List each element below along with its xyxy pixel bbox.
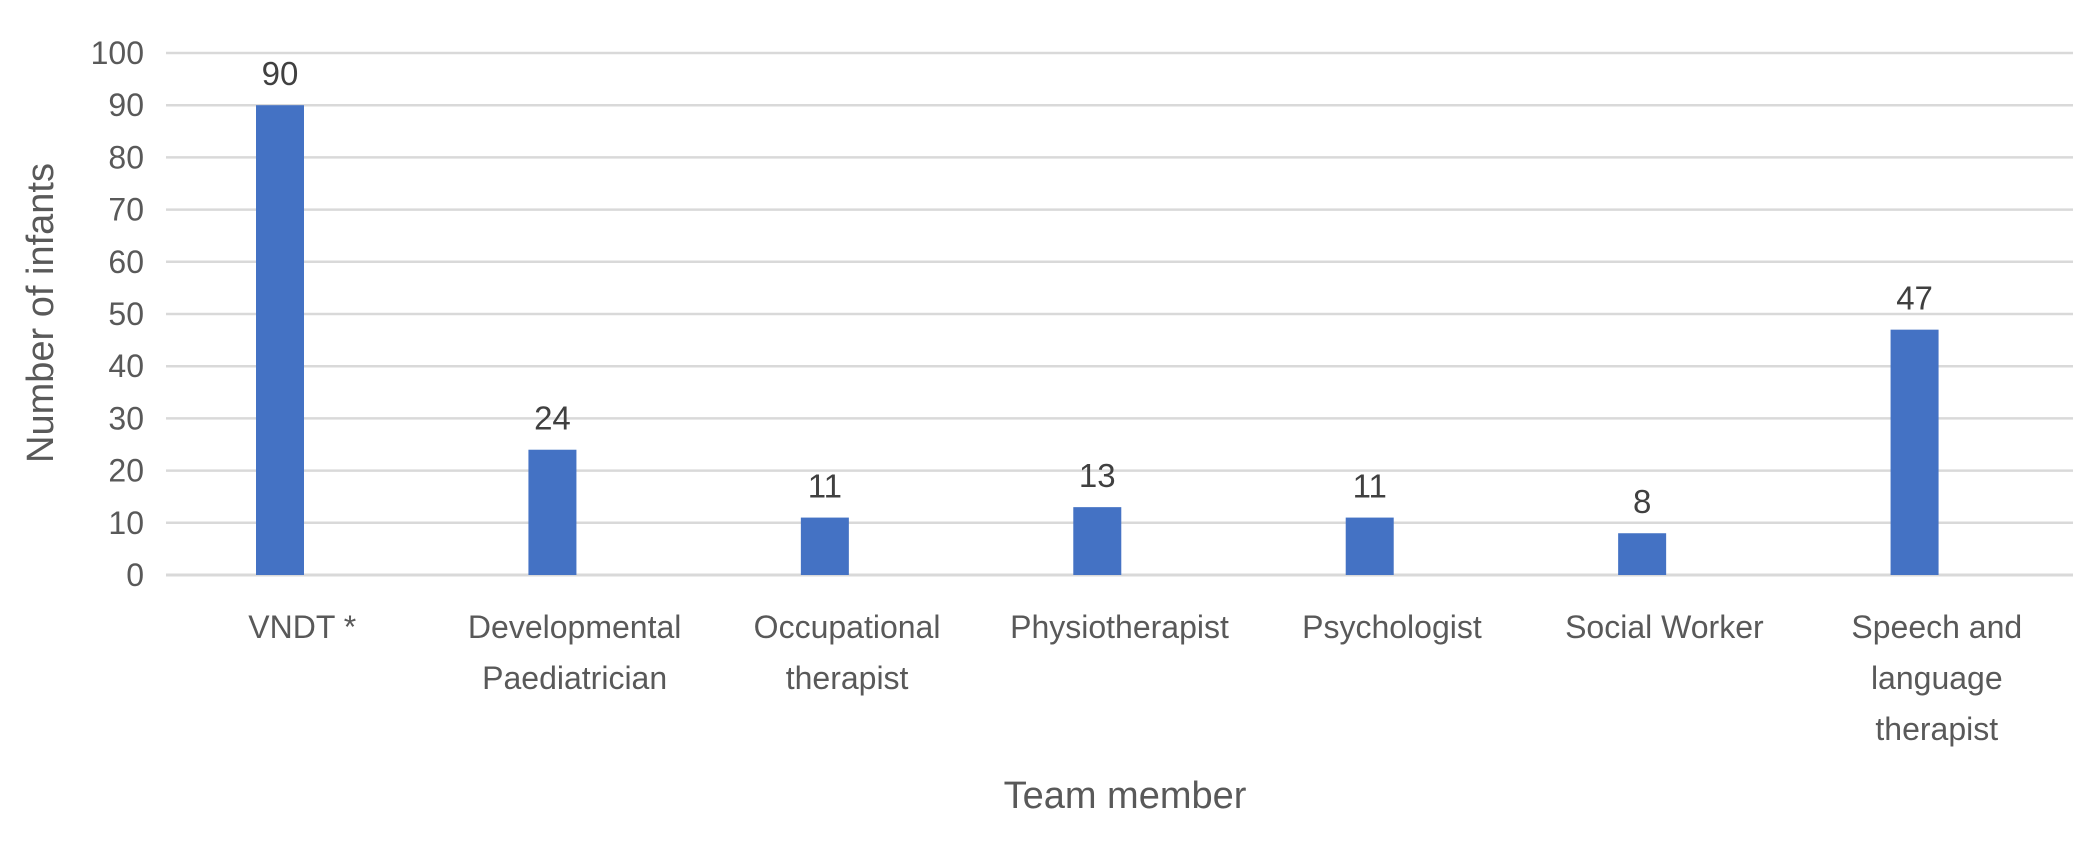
x-category-label: Physiotherapist <box>1010 609 1229 645</box>
bar <box>256 105 304 575</box>
y-tick-label: 100 <box>91 35 144 71</box>
data-label: 11 <box>808 468 842 505</box>
x-category-label: Occupational therapist <box>754 609 941 696</box>
gridlines <box>166 51 2073 577</box>
bar <box>1618 533 1667 575</box>
data-label: 90 <box>262 55 299 92</box>
y-tick-label: 40 <box>108 348 144 384</box>
bar <box>800 517 849 575</box>
data-label: 8 <box>1633 483 1651 520</box>
bar <box>528 449 577 575</box>
y-tick-label: 20 <box>108 453 144 489</box>
y-tick-label: 0 <box>126 557 144 593</box>
x-category-label: VNDT * <box>248 609 356 645</box>
bar <box>1073 507 1122 575</box>
y-tick-label: 50 <box>108 296 144 332</box>
y-tick-label: 10 <box>108 505 144 541</box>
data-labels: 90 24 11 13 11 8 47 <box>262 55 1933 520</box>
y-tick-label: 30 <box>108 400 144 436</box>
x-axis-categories: VNDT * Developmental Paediatrician Occupati… <box>248 609 2022 747</box>
x-axis-title: Team member <box>1004 775 1247 817</box>
x-category-label: Social Worker <box>1565 609 1764 645</box>
x-category-label: Psychologist <box>1302 609 1482 645</box>
y-axis-ticks: 0 10 20 30 40 50 60 70 80 90 100 <box>91 35 144 593</box>
bar <box>1345 517 1394 575</box>
data-label: 11 <box>1353 468 1387 505</box>
y-axis-title: Number of infants <box>20 163 62 463</box>
x-category-label: Speech and language therapist <box>1851 609 2022 747</box>
data-label: 47 <box>1896 280 1933 317</box>
bar <box>1890 329 1939 575</box>
y-tick-label: 70 <box>108 192 144 228</box>
data-label: 24 <box>534 400 571 437</box>
data-label: 13 <box>1079 457 1116 494</box>
x-category-label: Developmental Paediatrician <box>468 609 681 696</box>
bars <box>256 105 1939 575</box>
y-tick-label: 60 <box>108 244 144 280</box>
y-tick-label: 90 <box>108 87 144 123</box>
y-tick-label: 80 <box>108 139 144 175</box>
